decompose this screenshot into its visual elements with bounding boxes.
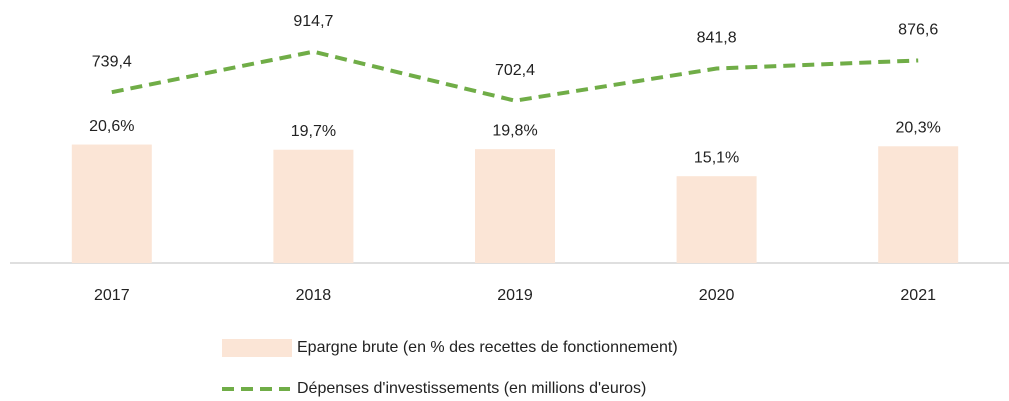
data-label: 20,3% (896, 119, 941, 136)
legend-swatch (222, 339, 292, 357)
x-tick-label: 2021 (900, 287, 936, 304)
bar (878, 146, 959, 263)
legend-label: Epargne brute (en % des recettes de fonc… (297, 339, 678, 356)
line (111, 49, 919, 103)
x-tick-label: 2020 (699, 287, 735, 304)
bar (71, 144, 152, 263)
legend-label: Dépenses d'investissements (en millions … (297, 380, 646, 397)
data-label: 702,4 (495, 62, 535, 79)
bar (273, 149, 354, 263)
data-label: 15,1% (694, 149, 739, 166)
x-tick-label: 2017 (94, 287, 130, 304)
data-label: 841,8 (697, 30, 737, 47)
data-label: 914,7 (293, 13, 333, 30)
x-tick-label: 2019 (497, 287, 533, 304)
data-label: 20,6% (89, 118, 134, 135)
bar (676, 176, 757, 263)
data-label: 19,7% (291, 123, 336, 140)
data-label: 19,8% (492, 122, 537, 139)
bar (475, 149, 555, 263)
x-tick-label: 2018 (296, 287, 332, 304)
data-label: 739,4 (92, 53, 132, 70)
data-label: 876,6 (898, 22, 938, 39)
